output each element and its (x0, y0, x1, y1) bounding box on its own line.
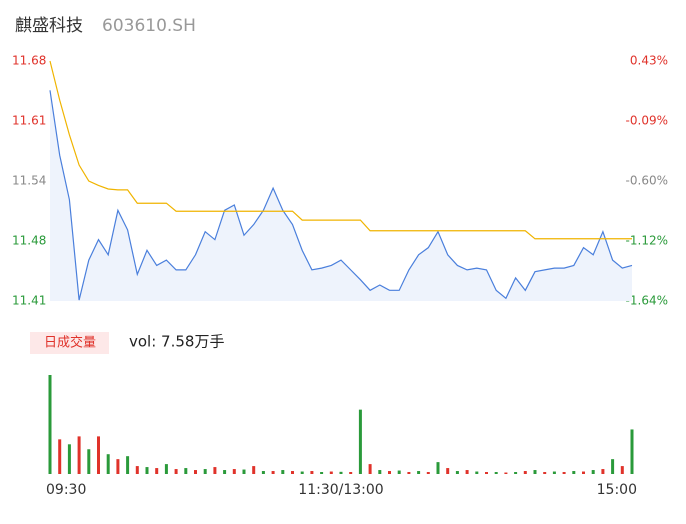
y-tick-label: 11.48 (12, 234, 46, 248)
volume-bar (543, 472, 547, 474)
volume-bar (562, 472, 566, 474)
volume-bar (116, 459, 120, 474)
volume-bar (135, 466, 139, 474)
volume-legend-box (30, 332, 109, 354)
y-tick-label: 11.54 (12, 174, 46, 188)
average-line (49, 60, 632, 240)
volume-bar (194, 470, 197, 474)
volume-bar (223, 470, 227, 474)
volume-bar (504, 472, 508, 474)
x-tick-label: 09:30 (46, 482, 86, 498)
y2-tick-label: 0.43% (630, 54, 668, 68)
volume-bar (494, 472, 498, 474)
stock-code: 603610.SH (102, 16, 196, 36)
volume-bar (514, 472, 518, 474)
volume-bar (203, 469, 207, 474)
volume-bar (320, 472, 324, 474)
volume-bar (620, 466, 624, 474)
price-area (50, 90, 632, 301)
volume-bar (601, 469, 605, 474)
volume-bar (397, 470, 401, 474)
volume-bar (77, 436, 81, 474)
volume-bar (213, 467, 217, 474)
volume-bar (523, 471, 527, 474)
volume-bar (388, 471, 391, 474)
volume-bar (271, 471, 275, 474)
volume-bar (310, 471, 314, 474)
volume-bar (126, 456, 130, 474)
volume-bar (358, 409, 362, 474)
x-tick-label: 15:00 (597, 482, 637, 498)
volume-bar (87, 449, 91, 474)
y-tick-label: 11.68 (12, 54, 46, 68)
volume-bar (155, 468, 159, 474)
volume-bar (145, 467, 149, 474)
volume-bar (426, 472, 430, 474)
volume-bar (368, 464, 372, 474)
volume-bar (281, 470, 285, 474)
volume-bar (378, 470, 382, 474)
y2-tick-label: -0.60% (626, 174, 668, 188)
volume-bar (417, 471, 421, 474)
volume-bar (611, 459, 615, 474)
volume-bar (339, 471, 343, 474)
volume-label: vol: 7.58万手 (129, 333, 224, 351)
volume-bar (106, 454, 110, 474)
volume-bar (455, 471, 459, 474)
volume-bar (97, 436, 100, 474)
volume-bar (184, 468, 188, 474)
volume-bar (67, 444, 71, 474)
volume-bar (407, 472, 411, 474)
volume-bar (582, 471, 585, 474)
volume-bar (446, 468, 450, 474)
volume-bar (58, 439, 62, 474)
volume-bar (252, 466, 256, 474)
volume-bar (349, 472, 353, 474)
volume-bar (552, 471, 556, 474)
volume-bar (174, 469, 178, 474)
volume-bar (630, 429, 634, 474)
volume-bar (242, 469, 246, 474)
volume-bar (48, 375, 52, 474)
price-line (49, 90, 633, 301)
y-tick-label: 11.61 (12, 114, 46, 128)
volume-bar (329, 471, 333, 474)
y2-tick-label: -0.09% (626, 114, 668, 128)
volume-bar (591, 470, 595, 474)
stock-name: 麒盛科技 (15, 16, 83, 36)
y-tick-label: 11.41 (12, 294, 46, 308)
volume-bar (164, 464, 168, 474)
x-tick-label: 11:30/13:00 (298, 482, 383, 498)
volume-bar (485, 472, 488, 474)
volume-bar (572, 471, 576, 474)
volume-bar (533, 470, 537, 474)
volume-bar (291, 471, 294, 474)
y2-tick-label: -1.12% (626, 234, 668, 248)
volume-bar (465, 470, 469, 474)
volume-bar (232, 469, 236, 474)
volume-legend: 日成交量 (44, 335, 96, 351)
volume-bar (300, 471, 304, 474)
volume-bar (261, 471, 265, 474)
volume-bar (436, 462, 440, 474)
volume-bar (475, 471, 479, 474)
y2-tick-label: -1.64% (626, 294, 668, 308)
